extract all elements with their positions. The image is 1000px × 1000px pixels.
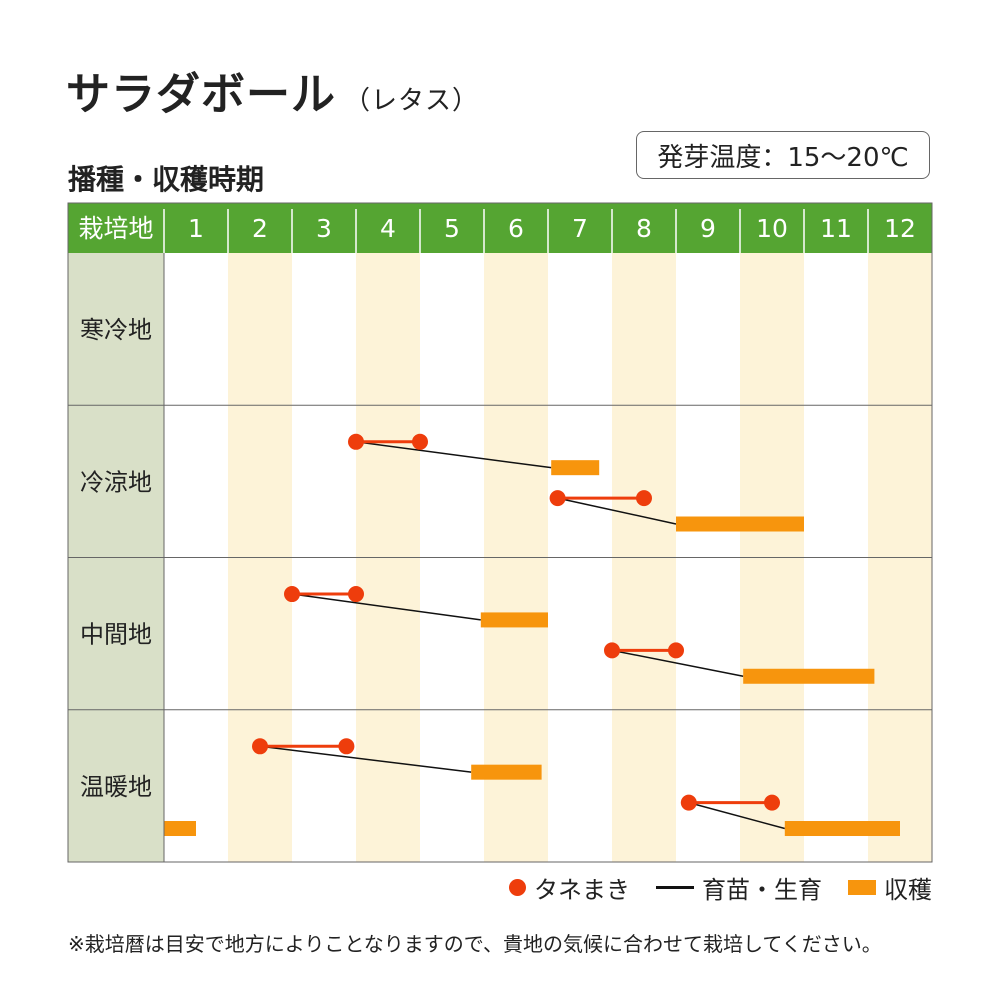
seedling-line xyxy=(259,745,472,773)
sowing-end-dot xyxy=(412,433,428,450)
header-label: 栽培地 xyxy=(78,214,153,243)
title-sub: （レタス） xyxy=(344,86,480,116)
month-label: 5 xyxy=(444,214,460,243)
sowing-end-dot xyxy=(636,490,652,507)
region-label: 冷涼地 xyxy=(80,468,152,496)
sowing-end-dot xyxy=(338,738,355,755)
chart-subtitle: 播種・収穫時期 xyxy=(68,163,265,196)
page-title: サラダボール （レタス） xyxy=(66,58,479,122)
harvest-bar xyxy=(743,668,875,684)
legend-harvest-label: 収穫 xyxy=(884,876,932,904)
title-main: サラダボール xyxy=(66,69,336,120)
sowing-start-dot xyxy=(680,794,697,811)
harvest-bar xyxy=(784,821,900,837)
chart-frame xyxy=(67,202,933,863)
header-row xyxy=(68,203,932,253)
legend: タネまき 育苗・生育 収穫 xyxy=(509,870,932,905)
month-label: 3 xyxy=(316,214,332,243)
seedling-line-icon xyxy=(656,886,694,889)
footnote: ※栽培暦は目安で地方によりことなりますので、貴地の気候に合わせて栽培してください… xyxy=(68,932,882,956)
harvest-bar xyxy=(164,821,196,837)
sowing-start-dot xyxy=(604,642,620,659)
month-label: 4 xyxy=(380,214,396,243)
germination-temp-box: 発芽温度：15～20℃ xyxy=(636,131,930,179)
sowing-end-dot xyxy=(764,794,780,811)
sowing-end-dot xyxy=(348,586,364,603)
harvest-bar xyxy=(480,612,548,628)
month-label: 6 xyxy=(508,214,524,243)
region-label: 中間地 xyxy=(80,621,152,649)
legend-sowing-label: タネまき xyxy=(534,876,630,904)
harvest-bar xyxy=(676,516,804,532)
month-label: 12 xyxy=(884,214,916,243)
seedling-line xyxy=(688,801,785,830)
month-label: 2 xyxy=(252,214,268,243)
month-label: 1 xyxy=(188,214,204,243)
region-label: 寒冷地 xyxy=(80,316,152,344)
harvest-bar xyxy=(551,460,600,476)
region-label: 温暖地 xyxy=(80,773,152,801)
harvest-bar xyxy=(471,764,542,780)
legend-harvest: 収穫 xyxy=(848,870,932,905)
sowing-start-dot xyxy=(549,490,566,507)
month-label: 10 xyxy=(756,214,788,243)
month-label: 7 xyxy=(572,214,588,243)
seedling-line xyxy=(291,593,481,621)
sowing-start-dot xyxy=(252,738,268,755)
month-label: 11 xyxy=(820,214,852,243)
month-label: 8 xyxy=(636,214,652,243)
sowing-dot-icon xyxy=(509,879,526,896)
harvest-bar-icon xyxy=(848,880,876,895)
seedling-line xyxy=(557,497,677,525)
seedling-line xyxy=(355,441,552,469)
sowing-start-dot xyxy=(348,433,364,450)
seedling-line xyxy=(611,649,744,677)
sowing-start-dot xyxy=(284,586,300,603)
sowing-end-dot xyxy=(668,642,684,659)
month-label: 9 xyxy=(700,214,716,243)
legend-seedling: 育苗・生育 xyxy=(656,870,822,905)
legend-sowing: タネまき xyxy=(509,870,630,905)
legend-seedling-label: 育苗・生育 xyxy=(702,876,822,904)
